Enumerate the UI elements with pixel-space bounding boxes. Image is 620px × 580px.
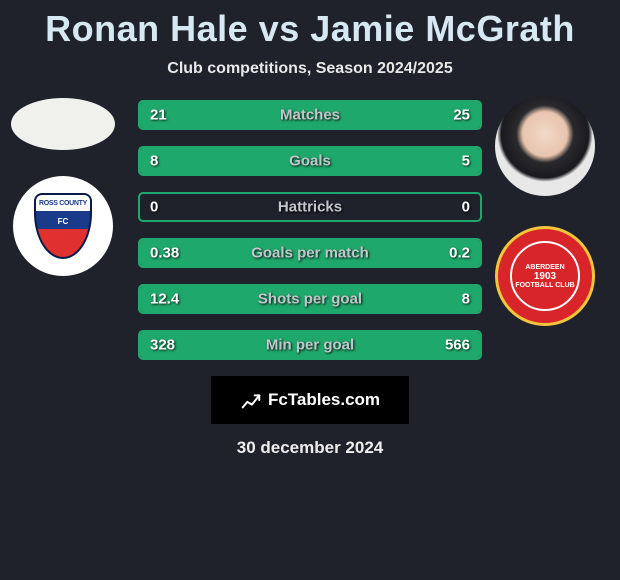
stat-value-right: 25 <box>453 107 470 124</box>
crest-abbrev: FC <box>58 217 69 226</box>
stats-table: 21 Matches 25 8 Goals 5 0 Hattricks 0 0.38 Goals p… <box>138 96 482 360</box>
stat-label: Matches <box>280 107 340 124</box>
stat-row: 0.38 Goals per match 0.2 <box>138 238 482 268</box>
club-crest-right: ABERDEEN 1903 FOOTBALL CLUB <box>495 226 595 326</box>
fctables-logo-icon <box>240 389 262 411</box>
stat-row: 12.4 Shots per goal 8 <box>138 284 482 314</box>
stat-label: Goals per match <box>251 245 369 262</box>
stat-value-right: 5 <box>462 153 470 170</box>
left-player-column: ROSS COUNTY FC <box>8 96 118 276</box>
stat-value-right: 566 <box>445 337 470 354</box>
stat-label: Hattricks <box>278 199 342 216</box>
stat-label: Shots per goal <box>258 291 362 308</box>
bar-right <box>349 148 480 174</box>
stat-value-right: 8 <box>462 291 470 308</box>
stat-label: Goals <box>289 153 331 170</box>
stat-row: 8 Goals 5 <box>138 146 482 176</box>
crest-text-bottom: FOOTBALL CLUB <box>515 282 574 289</box>
subtitle: Club competitions, Season 2024/2025 <box>0 60 620 78</box>
page-title: Ronan Hale vs Jamie McGrath <box>0 0 620 50</box>
stat-row: 328 Min per goal 566 <box>138 330 482 360</box>
stat-value-left: 328 <box>150 337 175 354</box>
bar-right <box>347 286 480 312</box>
stat-value-right: 0 <box>462 199 470 216</box>
stat-value-left: 21 <box>150 107 167 124</box>
stat-label: Min per goal <box>266 337 354 354</box>
stat-row: 21 Matches 25 <box>138 100 482 130</box>
brand-label: FcTables.com <box>268 390 380 410</box>
brand-badge: FcTables.com <box>211 376 409 424</box>
player-avatar-right <box>495 96 595 196</box>
stat-row: 0 Hattricks 0 <box>138 192 482 222</box>
right-player-column: ABERDEEN 1903 FOOTBALL CLUB <box>490 96 600 326</box>
club-crest-left: ROSS COUNTY FC <box>13 176 113 276</box>
crest-text-top: ABERDEEN <box>525 264 564 271</box>
date-label: 30 december 2024 <box>0 438 620 458</box>
stat-value-left: 0.38 <box>150 245 179 262</box>
ross-county-shield-icon: ROSS COUNTY FC <box>34 193 92 259</box>
stat-value-right: 0.2 <box>449 245 470 262</box>
aberdeen-crest-icon: ABERDEEN 1903 FOOTBALL CLUB <box>510 241 580 311</box>
stat-value-left: 8 <box>150 153 158 170</box>
content-area: ROSS COUNTY FC ABERDEEN 1903 FOOTBALL CL… <box>0 96 620 360</box>
stat-value-left: 12.4 <box>150 291 179 308</box>
crest-year: 1903 <box>534 271 556 282</box>
crest-text: ROSS COUNTY <box>39 200 87 207</box>
player-avatar-left <box>11 98 115 150</box>
stat-value-left: 0 <box>150 199 158 216</box>
